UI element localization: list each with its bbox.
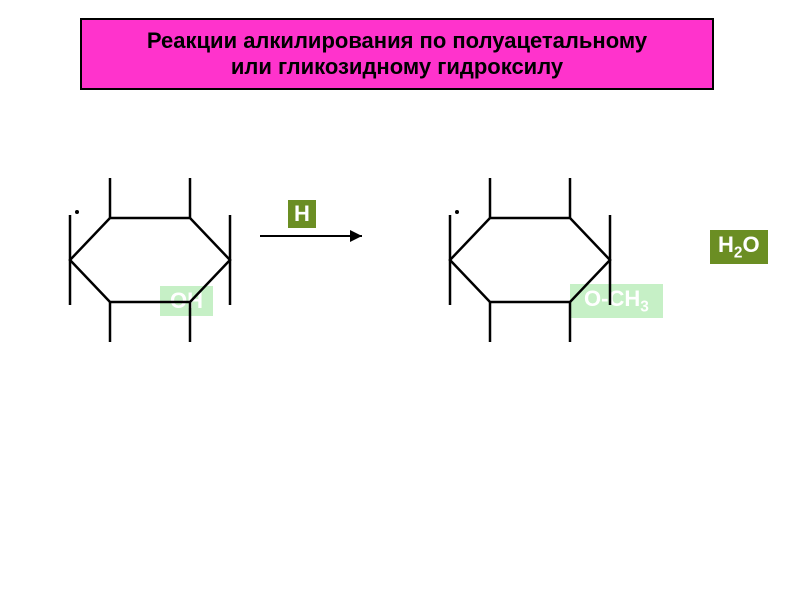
product-och3-label: O-CH3 bbox=[570, 284, 663, 318]
diagram-svg bbox=[0, 0, 800, 600]
byproduct-h2o-text: H2O bbox=[718, 232, 760, 257]
product-dot bbox=[455, 210, 459, 214]
reaction-arrow-head bbox=[350, 230, 362, 242]
reactant-dot bbox=[75, 210, 79, 214]
title-line1: Реакции алкилирования по полуацетальному bbox=[147, 28, 647, 54]
reactant-oh-label: OH bbox=[160, 286, 213, 316]
product-och3-text: O-CH3 bbox=[584, 286, 649, 311]
title-line2: или гликозидному гидроксилу bbox=[231, 54, 563, 80]
slide-title: Реакции алкилирования по полуацетальному… bbox=[80, 18, 714, 90]
byproduct-h2o-label: H2O bbox=[710, 230, 768, 264]
reactant-bonds bbox=[70, 178, 230, 342]
reagent-h-label: H bbox=[288, 200, 316, 228]
